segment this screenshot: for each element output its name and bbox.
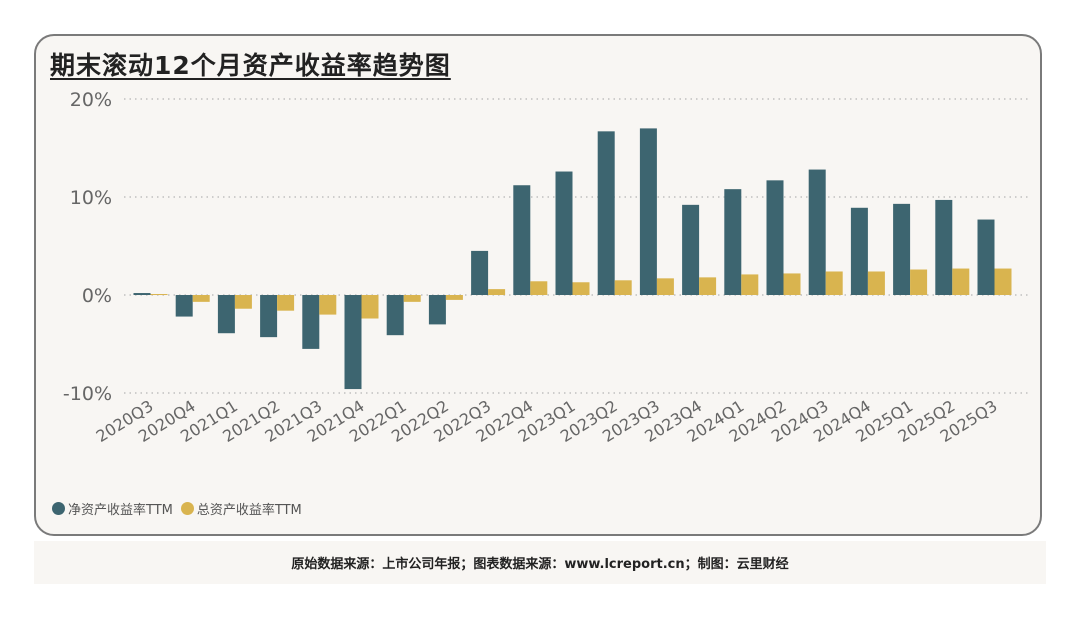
source-note: 原始数据来源：上市公司年报；图表数据来源：www.lcreport.cn；制图：… <box>291 557 789 572</box>
legend: 净资产收益率TTM 总资产收益率TTM <box>52 499 310 518</box>
bar-roa <box>783 273 801 295</box>
bar-roe <box>682 204 700 295</box>
bar-roe <box>175 295 193 317</box>
bar-roa <box>488 289 506 295</box>
bar-roe <box>555 171 573 295</box>
bar-roa <box>825 271 843 295</box>
bar-roe <box>639 128 657 295</box>
bar-roe <box>724 189 742 295</box>
bar-roe <box>260 295 278 338</box>
bar-roe <box>471 250 489 295</box>
bar-roa <box>530 281 548 295</box>
bar-roa <box>445 295 463 300</box>
y-tick-label: 0% <box>82 285 112 307</box>
bar-roa <box>699 277 717 295</box>
bar-roa <box>910 269 928 295</box>
bar-roa <box>614 280 632 295</box>
bar-roa <box>952 268 970 295</box>
y-tick-label: 10% <box>70 187 112 209</box>
legend-swatch-roa <box>180 502 194 515</box>
bar-roe <box>597 131 615 295</box>
bar-roe <box>977 219 995 295</box>
bar-roa <box>867 271 885 295</box>
bar-roe <box>302 295 320 349</box>
bar-roa <box>403 295 421 302</box>
legend-label-roa: 总资产收益率TTM <box>196 503 302 518</box>
bar-roa <box>656 278 674 295</box>
bar-roa <box>361 295 379 319</box>
bar-roa <box>192 295 210 302</box>
bar-roa <box>741 274 759 295</box>
bar-roe <box>513 185 531 295</box>
y-tick-label: 20% <box>70 89 112 111</box>
bar-roe <box>428 295 446 325</box>
legend-item-roa: 总资产收益率TTM <box>180 499 302 518</box>
bar-roe <box>893 203 911 295</box>
bar-roe <box>386 295 404 336</box>
bar-roe <box>766 180 784 295</box>
y-tick-label: -10% <box>63 383 112 405</box>
bar-roe <box>850 207 868 295</box>
bar-roa <box>319 295 337 315</box>
bar-roa <box>277 295 295 311</box>
chart-title: 期末滚动12个月资产收益率趋势图 <box>50 51 451 80</box>
bar-roa <box>572 282 590 295</box>
bar-roa <box>234 295 252 309</box>
bar-roe <box>133 293 151 295</box>
bar-roe <box>935 199 953 295</box>
bar-roe <box>217 295 235 334</box>
legend-item-roe: 净资产收益率TTM <box>52 499 173 518</box>
bar-roa <box>994 268 1012 295</box>
bar-roa <box>150 294 168 296</box>
bar-roe <box>344 295 362 390</box>
legend-swatch-roe <box>52 502 65 515</box>
bar-roe <box>808 169 826 295</box>
footer-band <box>34 541 1046 584</box>
legend-label-roe: 净资产收益率TTM <box>68 503 173 518</box>
